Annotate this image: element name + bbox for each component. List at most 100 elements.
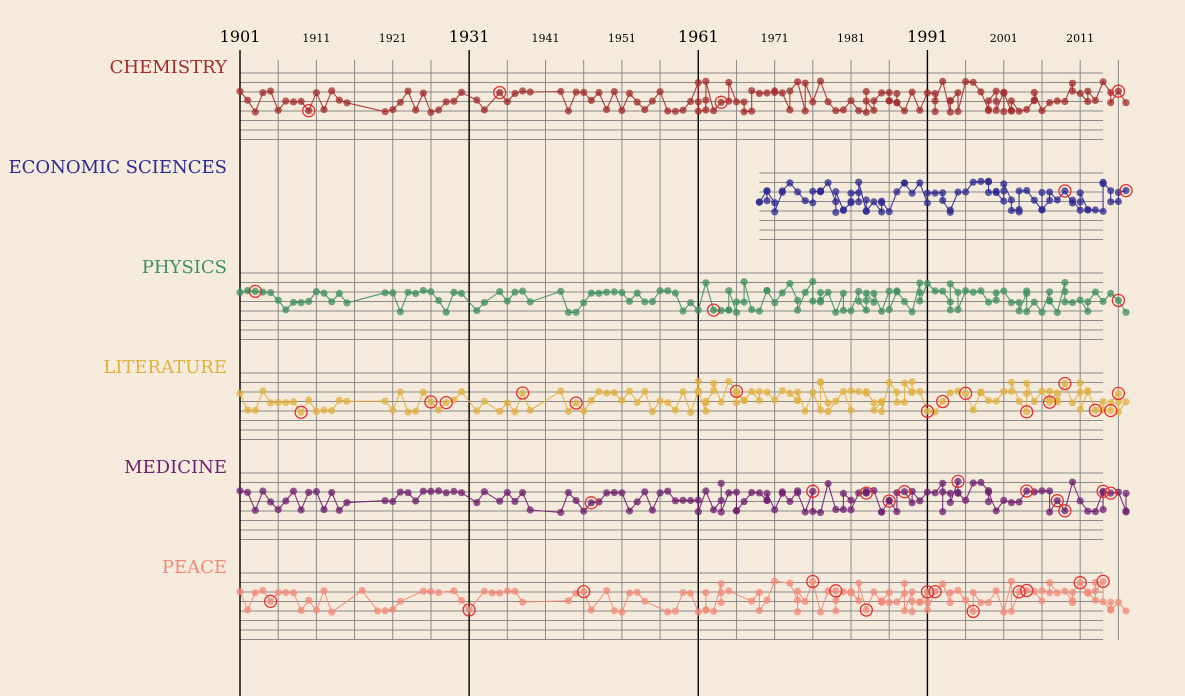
laureate-point[interactable] [839, 505, 848, 514]
laureate-point[interactable] [923, 606, 932, 614]
laureate-point[interactable] [694, 388, 702, 396]
laureate-point[interactable] [862, 207, 870, 215]
laureate-point[interactable] [809, 98, 817, 106]
laureate-point[interactable] [419, 487, 427, 495]
laureate-point[interactable] [480, 298, 488, 307]
laureate-point[interactable] [755, 588, 764, 597]
laureate-point[interactable] [1122, 99, 1130, 107]
highlight-ring[interactable] [584, 496, 598, 510]
laureate-point[interactable] [847, 189, 855, 197]
laureate-point[interactable] [931, 287, 939, 295]
laureate-point[interactable] [305, 596, 313, 604]
laureate-point[interactable] [641, 106, 649, 114]
highlight-ring[interactable] [920, 404, 935, 418]
laureate-point[interactable] [1107, 606, 1115, 614]
laureate-point[interactable] [916, 497, 924, 505]
laureate-point[interactable] [755, 198, 764, 206]
highlight-ring[interactable] [714, 95, 728, 109]
laureate-point[interactable] [969, 406, 977, 414]
laureate-point[interactable] [847, 588, 855, 596]
laureate-point[interactable] [1114, 296, 1122, 304]
laureate-point[interactable] [855, 387, 863, 396]
laureate-point[interactable] [755, 607, 764, 615]
laureate-point[interactable] [603, 389, 611, 397]
laureate-point[interactable] [908, 189, 916, 197]
highlight-ring[interactable] [1020, 583, 1034, 598]
laureate-point[interactable] [839, 106, 848, 114]
laureate-point[interactable] [725, 78, 733, 87]
laureate-point[interactable] [977, 599, 985, 607]
laureate-point[interactable] [282, 497, 290, 505]
laureate-point[interactable] [687, 299, 695, 307]
laureate-point[interactable] [771, 88, 779, 97]
laureate-point[interactable] [801, 288, 809, 296]
laureate-point[interactable] [732, 399, 741, 407]
laureate-point[interactable] [473, 407, 481, 415]
laureate-point[interactable] [625, 89, 634, 97]
laureate-point[interactable] [305, 297, 313, 305]
laureate-point[interactable] [679, 106, 687, 114]
laureate-point[interactable] [1091, 596, 1099, 604]
laureate-point[interactable] [580, 507, 588, 515]
laureate-point[interactable] [939, 580, 947, 588]
laureate-point[interactable] [710, 387, 718, 395]
laureate-point[interactable] [916, 598, 924, 606]
laureate-point[interactable] [916, 288, 924, 297]
laureate-point[interactable] [496, 407, 504, 415]
laureate-point[interactable] [259, 487, 267, 495]
laureate-point[interactable] [755, 489, 764, 497]
highlight-ring[interactable] [706, 303, 721, 317]
laureate-point[interactable] [809, 577, 817, 586]
laureate-point[interactable] [778, 187, 786, 195]
laureate-point[interactable] [320, 289, 328, 297]
laureate-point[interactable] [962, 78, 970, 86]
laureate-point[interactable] [526, 406, 534, 414]
laureate-point[interactable] [908, 608, 916, 616]
laureate-point[interactable] [1084, 507, 1092, 515]
laureate-point[interactable] [671, 497, 680, 505]
highlight-ring[interactable] [1012, 585, 1026, 599]
laureate-point[interactable] [977, 478, 985, 487]
laureate-point[interactable] [1000, 287, 1008, 295]
laureate-point[interactable] [984, 488, 993, 496]
laureate-point[interactable] [633, 498, 641, 506]
laureate-point[interactable] [1046, 288, 1054, 296]
laureate-point[interactable] [1046, 188, 1054, 196]
laureate-point[interactable] [786, 106, 794, 114]
laureate-point[interactable] [1076, 497, 1084, 505]
highlight-ring[interactable] [263, 594, 278, 608]
laureate-point[interactable] [1107, 289, 1115, 297]
laureate-point[interactable] [1007, 607, 1016, 615]
laureate-point[interactable] [1046, 487, 1054, 495]
laureate-point[interactable] [740, 108, 748, 116]
laureate-point[interactable] [816, 378, 825, 387]
laureate-point[interactable] [885, 496, 893, 504]
laureate-point[interactable] [816, 77, 825, 85]
laureate-point[interactable] [1000, 108, 1008, 116]
laureate-point[interactable] [641, 597, 649, 605]
laureate-point[interactable] [1122, 508, 1130, 516]
laureate-point[interactable] [396, 388, 404, 396]
laureate-point[interactable] [916, 106, 924, 114]
laureate-point[interactable] [557, 287, 565, 295]
laureate-point[interactable] [1099, 178, 1107, 186]
laureate-point[interactable] [710, 607, 718, 615]
laureate-point[interactable] [786, 497, 794, 506]
laureate-point[interactable] [1076, 406, 1084, 414]
highlight-ring[interactable] [1104, 403, 1118, 418]
laureate-point[interactable] [1038, 487, 1046, 495]
laureate-point[interactable] [1122, 398, 1130, 406]
laureate-point[interactable] [610, 288, 618, 296]
laureate-point[interactable] [603, 106, 611, 114]
laureate-point[interactable] [320, 506, 328, 514]
laureate-point[interactable] [305, 396, 313, 404]
laureate-point[interactable] [289, 298, 298, 306]
laureate-point[interactable] [908, 388, 916, 396]
laureate-point[interactable] [771, 299, 779, 307]
laureate-point[interactable] [1023, 287, 1031, 295]
laureate-point[interactable] [335, 506, 343, 514]
laureate-point[interactable] [900, 379, 909, 387]
laureate-point[interactable] [717, 580, 725, 588]
laureate-point[interactable] [557, 387, 565, 395]
laureate-point[interactable] [236, 588, 244, 596]
